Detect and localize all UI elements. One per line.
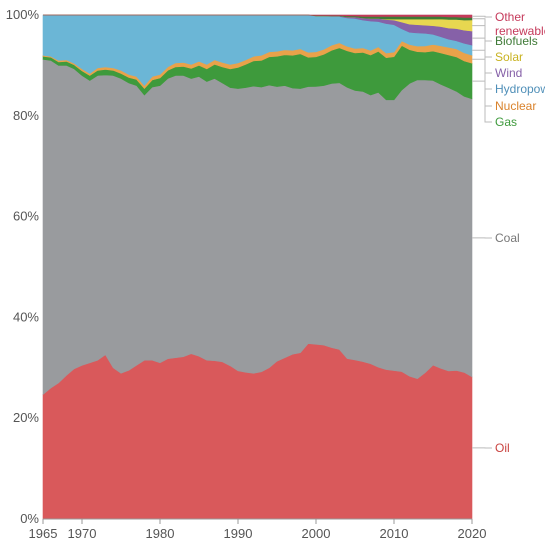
legend-label-coal: Coal (495, 231, 520, 245)
legend-label-line: Nuclear (495, 99, 536, 113)
plot-areas (42, 14, 473, 520)
legend-label-line: Other (495, 10, 525, 24)
legend-label-line: Biofuels (495, 34, 538, 48)
legend-leader-line (472, 37, 492, 74)
x-tick-label: 2020 (458, 526, 487, 541)
legend-label-line: Wind (495, 66, 522, 80)
area-coal (42, 59, 473, 396)
y-tick-label: 0% (20, 511, 39, 526)
legend-label-line: Hydropower (495, 82, 545, 96)
legend-leader-line (472, 15, 492, 18)
legend-label-biofuels: Biofuels (495, 34, 538, 48)
legend: OtherrenewablesBiofuels Solar Wind Hydropow… (472, 10, 545, 455)
legend-label-oil: Oil (495, 441, 510, 455)
y-tick-label: 80% (13, 108, 39, 123)
legend-leader-line (472, 58, 492, 107)
legend-label-line: Gas (495, 115, 517, 129)
legend-label-other-renewables: Otherrenewables (495, 10, 545, 38)
y-tick-label: 100% (6, 7, 40, 22)
legend-label-gas: Gas (495, 115, 517, 129)
legend-label-line: renewables (495, 24, 545, 38)
x-tick-label: 1965 (29, 526, 58, 541)
y-tick-label: 60% (13, 209, 39, 224)
legend-label-nuclear: Nuclear (495, 99, 536, 113)
x-tick-label: 2010 (380, 526, 409, 541)
x-tick-label: 1970 (68, 526, 97, 541)
x-tick-label: 1990 (224, 526, 253, 541)
axes: 0% 20% 40% 60% 80% 100% 1965 1970 1980 1990 2000 20… (6, 7, 487, 541)
legend-leader-line (472, 80, 492, 123)
legend-leader-line (472, 49, 492, 90)
y-tick-label: 20% (13, 410, 39, 425)
y-tick-label: 40% (13, 309, 39, 324)
x-tick-label: 2000 (302, 526, 331, 541)
legend-label-line: Coal (495, 231, 520, 245)
legend-label-wind: Wind (495, 66, 522, 80)
legend-label-solar: Solar (495, 50, 523, 64)
legend-label-line: Solar (495, 50, 523, 64)
legend-label-hydropower: Hydropower (495, 82, 545, 96)
x-tick-label: 1980 (146, 526, 175, 541)
legend-label-line: Oil (495, 441, 510, 455)
